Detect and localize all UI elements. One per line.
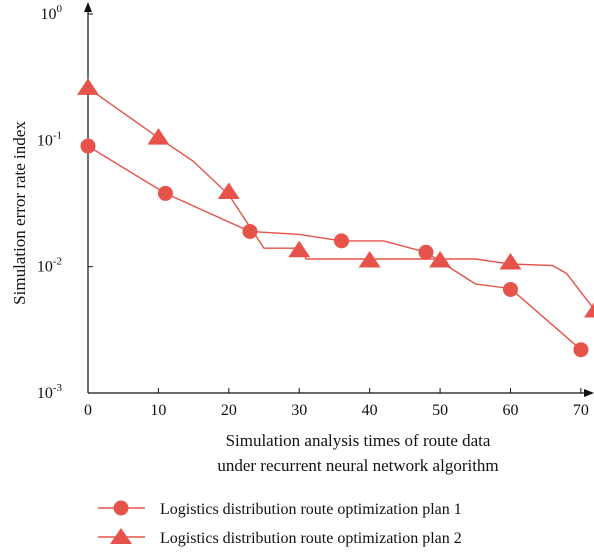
- legend-marker-plan-2: [110, 528, 132, 544]
- y-tick-label: 10-3: [37, 382, 63, 402]
- data-point-triangle: [288, 240, 311, 258]
- x-tick-label: 30: [291, 402, 307, 419]
- data-point-triangle: [147, 128, 170, 145]
- y-axis-arrow: [84, 2, 92, 12]
- data-point-triangle: [77, 78, 99, 95]
- data-point-triangle: [429, 250, 452, 268]
- chart-series: [77, 78, 594, 358]
- data-point-circle: [503, 281, 518, 297]
- legend-item-plan-2: Logistics distribution route optimizatio…: [98, 528, 462, 547]
- x-tick-label: 10: [150, 402, 166, 419]
- data-point-triangle: [358, 250, 381, 268]
- x-tick-label: 50: [432, 402, 448, 419]
- data-point-triangle: [217, 182, 240, 199]
- data-point-triangle: [584, 302, 594, 318]
- series-line: [87, 145, 582, 351]
- legend-marker-plan-1: [113, 500, 129, 516]
- chart-ticks: 0 10 20 30 40 50 60 70 100 10-1 10-2 10-3: [37, 3, 589, 419]
- y-axis-title: Simulation error rate index: [10, 121, 29, 305]
- y-tick-label: 10-1: [37, 129, 62, 149]
- x-tick-label: 20: [221, 402, 237, 419]
- series-1: [80, 138, 589, 358]
- x-tick-label: 40: [362, 402, 378, 419]
- x-axis-title-line-2: under recurrent neural network algorithm: [217, 456, 498, 475]
- x-axis-title-line-1: Simulation analysis times of route data: [226, 431, 491, 450]
- data-point-circle: [80, 138, 96, 154]
- x-tick-label: 70: [573, 402, 589, 419]
- x-axis-arrow: [584, 389, 594, 397]
- y-tick-label: 100: [41, 3, 63, 23]
- legend-label-plan-1: Logistics distribution route optimizatio…: [160, 501, 462, 518]
- series-2: [77, 78, 594, 318]
- series-line: [87, 87, 594, 311]
- chart-legend: Logistics distribution route optimizatio…: [98, 500, 462, 547]
- x-tick-label: 0: [84, 402, 92, 419]
- data-point-circle: [334, 233, 349, 249]
- data-point-circle: [418, 244, 434, 260]
- data-point-triangle: [499, 252, 522, 270]
- data-point-circle: [242, 223, 258, 239]
- y-tick-label: 10-2: [37, 256, 62, 276]
- legend-item-plan-1: Logistics distribution route optimizatio…: [98, 500, 462, 518]
- data-point-circle: [573, 342, 589, 358]
- x-tick-label: 60: [503, 402, 519, 419]
- chart-axes: [84, 2, 594, 397]
- data-point-circle: [157, 185, 173, 201]
- legend-label-plan-2: Logistics distribution route optimizatio…: [160, 530, 462, 547]
